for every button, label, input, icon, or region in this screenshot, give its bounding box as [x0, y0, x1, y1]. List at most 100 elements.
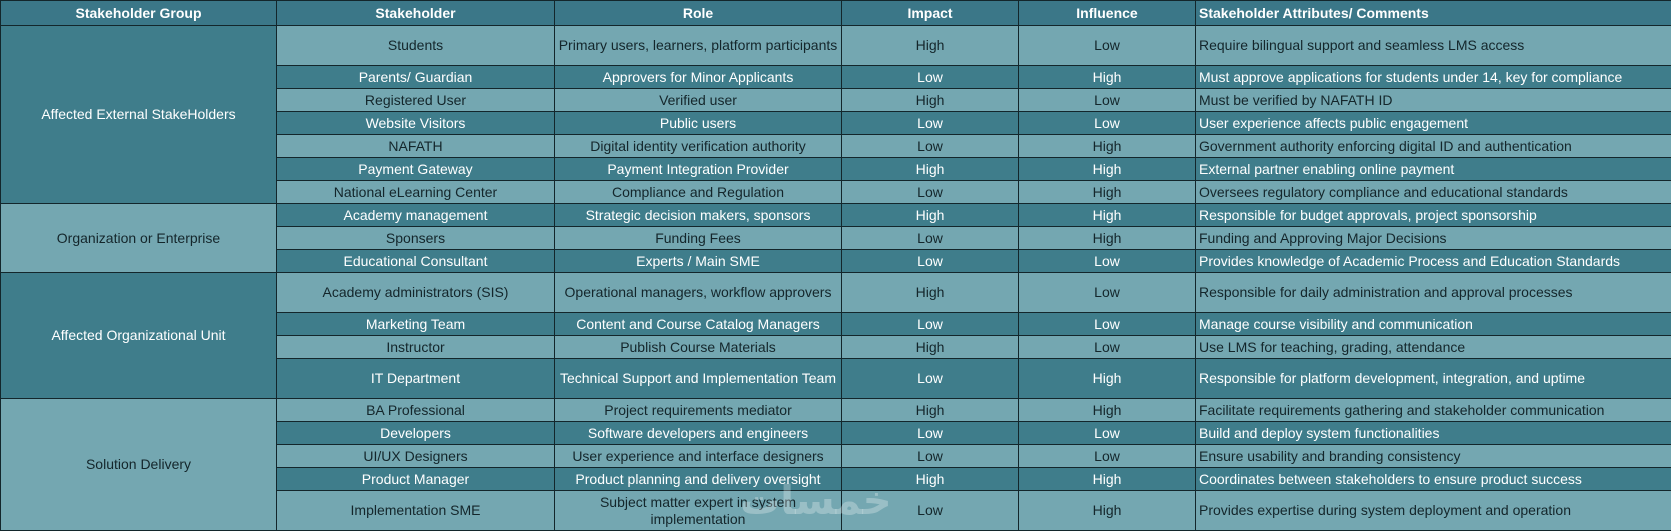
stakeholder-cell: Registered User: [277, 89, 555, 112]
impact-cell: Low: [842, 135, 1019, 158]
attributes-cell: Provides expertise during system deploym…: [1196, 491, 1671, 531]
role-cell: Technical Support and Implementation Tea…: [555, 359, 842, 399]
table-row: Affected External StakeHolders Students …: [1, 26, 1671, 66]
role-cell: Verified user: [555, 89, 842, 112]
role-cell: Primary users, learners, platform partic…: [555, 26, 842, 66]
impact-cell: Low: [842, 181, 1019, 204]
impact-cell: Low: [842, 445, 1019, 468]
group-cell: Solution Delivery: [1, 399, 277, 531]
attributes-cell: Use LMS for teaching, grading, attendanc…: [1196, 336, 1671, 359]
table-row: Solution Delivery BA Professional Projec…: [1, 399, 1671, 422]
attributes-cell: Coordinates between stakeholders to ensu…: [1196, 468, 1671, 491]
influence-cell: High: [1019, 181, 1196, 204]
attributes-cell: Require bilingual support and seamless L…: [1196, 26, 1671, 66]
header-stakeholder: Stakeholder: [277, 1, 555, 26]
attributes-cell: External partner enabling online payment: [1196, 158, 1671, 181]
impact-cell: High: [842, 399, 1019, 422]
influence-cell: Low: [1019, 422, 1196, 445]
role-cell: Publish Course Materials: [555, 336, 842, 359]
impact-cell: Low: [842, 359, 1019, 399]
attributes-cell: Facilitate requirements gathering and st…: [1196, 399, 1671, 422]
stakeholder-cell: Parents/ Guardian: [277, 66, 555, 89]
stakeholder-cell: IT Department: [277, 359, 555, 399]
stakeholder-cell: Developers: [277, 422, 555, 445]
impact-cell: Low: [842, 66, 1019, 89]
attributes-cell: Government authority enforcing digital I…: [1196, 135, 1671, 158]
influence-cell: High: [1019, 66, 1196, 89]
header-influence: Influence: [1019, 1, 1196, 26]
stakeholder-cell: Educational Consultant: [277, 250, 555, 273]
attributes-cell: Funding and Approving Major Decisions: [1196, 227, 1671, 250]
stakeholder-cell: BA Professional: [277, 399, 555, 422]
influence-cell: Low: [1019, 250, 1196, 273]
attributes-cell: Responsible for platform development, in…: [1196, 359, 1671, 399]
stakeholder-cell: Students: [277, 26, 555, 66]
stakeholder-cell: Marketing Team: [277, 313, 555, 336]
attributes-cell: Must approve applications for students u…: [1196, 66, 1671, 89]
stakeholder-cell: Sponsers: [277, 227, 555, 250]
impact-cell: High: [842, 336, 1019, 359]
impact-cell: High: [842, 26, 1019, 66]
stakeholder-cell: Product Manager: [277, 468, 555, 491]
role-cell: Software developers and engineers: [555, 422, 842, 445]
stakeholder-cell: Implementation SME: [277, 491, 555, 531]
role-cell: Subject matter expert in system implemen…: [555, 491, 842, 531]
stakeholder-cell: Instructor: [277, 336, 555, 359]
influence-cell: High: [1019, 227, 1196, 250]
role-cell: Compliance and Regulation: [555, 181, 842, 204]
impact-cell: Low: [842, 227, 1019, 250]
influence-cell: High: [1019, 204, 1196, 227]
attributes-cell: Responsible for budget approvals, projec…: [1196, 204, 1671, 227]
role-cell: Funding Fees: [555, 227, 842, 250]
impact-cell: High: [842, 468, 1019, 491]
impact-cell: Low: [842, 313, 1019, 336]
impact-cell: High: [842, 204, 1019, 227]
influence-cell: High: [1019, 399, 1196, 422]
attributes-cell: Ensure usability and branding consistenc…: [1196, 445, 1671, 468]
group-cell: Affected External StakeHolders: [1, 26, 277, 204]
role-cell: Payment Integration Provider: [555, 158, 842, 181]
role-cell: Product planning and delivery oversight: [555, 468, 842, 491]
influence-cell: Low: [1019, 313, 1196, 336]
impact-cell: Low: [842, 422, 1019, 445]
header-role: Role: [555, 1, 842, 26]
impact-cell: High: [842, 273, 1019, 313]
header-attributes: Stakeholder Attributes/ Comments: [1196, 1, 1671, 26]
impact-cell: Low: [842, 112, 1019, 135]
stakeholder-cell: Website Visitors: [277, 112, 555, 135]
stakeholder-cell: National eLearning Center: [277, 181, 555, 204]
stakeholder-cell: Payment Gateway: [277, 158, 555, 181]
role-cell: Digital identity verification authority: [555, 135, 842, 158]
role-cell: Experts / Main SME: [555, 250, 842, 273]
header-impact: Impact: [842, 1, 1019, 26]
role-cell: User experience and interface designers: [555, 445, 842, 468]
attributes-cell: Build and deploy system functionalities: [1196, 422, 1671, 445]
role-cell: Project requirements mediator: [555, 399, 842, 422]
impact-cell: Low: [842, 250, 1019, 273]
table-row: Organization or Enterprise Academy manag…: [1, 204, 1671, 227]
stakeholder-cell: Academy administrators (SIS): [277, 273, 555, 313]
attributes-cell: Oversees regulatory compliance and educa…: [1196, 181, 1671, 204]
influence-cell: Low: [1019, 273, 1196, 313]
influence-cell: High: [1019, 158, 1196, 181]
role-cell: Approvers for Minor Applicants: [555, 66, 842, 89]
role-cell: Public users: [555, 112, 842, 135]
influence-cell: High: [1019, 135, 1196, 158]
impact-cell: High: [842, 158, 1019, 181]
impact-cell: Low: [842, 491, 1019, 531]
role-cell: Content and Course Catalog Managers: [555, 313, 842, 336]
influence-cell: High: [1019, 468, 1196, 491]
influence-cell: High: [1019, 491, 1196, 531]
role-cell: Operational managers, workflow approvers: [555, 273, 842, 313]
table-row: Affected Organizational Unit Academy adm…: [1, 273, 1671, 313]
group-cell: Affected Organizational Unit: [1, 273, 277, 399]
stakeholder-cell: NAFATH: [277, 135, 555, 158]
attributes-cell: Provides knowledge of Academic Process a…: [1196, 250, 1671, 273]
stakeholder-cell: UI/UX Designers: [277, 445, 555, 468]
header-stakeholder-group: Stakeholder Group: [1, 1, 277, 26]
role-cell: Strategic decision makers, sponsors: [555, 204, 842, 227]
influence-cell: Low: [1019, 26, 1196, 66]
influence-cell: Low: [1019, 336, 1196, 359]
attributes-cell: Manage course visibility and communicati…: [1196, 313, 1671, 336]
